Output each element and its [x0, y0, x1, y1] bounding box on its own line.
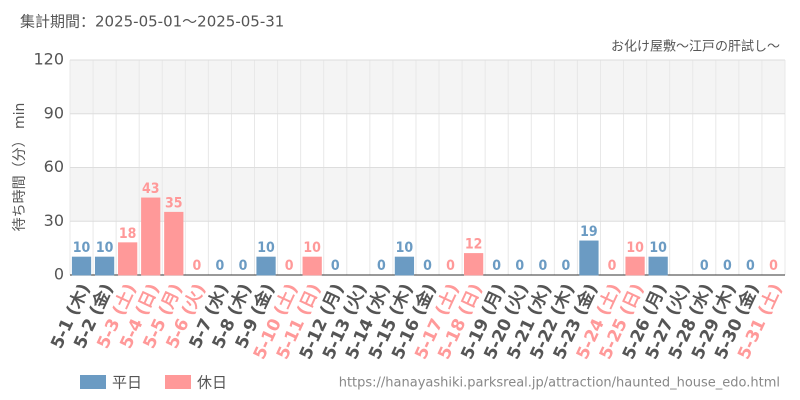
value-label: 0 — [423, 258, 432, 274]
value-label: 10 — [626, 240, 644, 256]
legend-swatch — [80, 375, 106, 389]
bar — [464, 253, 484, 276]
legend-label: 休日 — [197, 374, 227, 392]
value-label: 10 — [649, 240, 667, 256]
legend-label: 平日 — [112, 374, 142, 392]
value-label: 10 — [73, 240, 91, 256]
value-label: 0 — [331, 258, 340, 274]
y-tick-label: 0 — [54, 265, 64, 284]
bar — [302, 256, 322, 276]
source-url: https://hanayashiki.parksreal.jp/attract… — [339, 376, 780, 391]
value-label: 43 — [142, 181, 160, 197]
bar — [648, 256, 668, 276]
value-label: 0 — [446, 258, 455, 274]
grid-band — [70, 167, 785, 222]
bar — [256, 256, 276, 276]
y-tick-label: 30 — [44, 211, 64, 230]
bar — [71, 256, 92, 276]
value-label: 10 — [257, 240, 275, 256]
value-label: 10 — [303, 240, 321, 256]
value-label: 18 — [119, 226, 137, 242]
value-label: 0 — [769, 258, 778, 274]
bar — [141, 197, 161, 276]
value-label: 0 — [216, 258, 225, 274]
y-axis-label: 待ち時間（分） min — [12, 103, 28, 232]
bar — [118, 242, 138, 276]
value-label: 19 — [580, 224, 598, 240]
chart-title: 集計期間：2025-05-01〜2025-05-31 — [20, 13, 284, 31]
value-label: 0 — [192, 258, 201, 274]
y-tick-label: 60 — [44, 157, 64, 176]
value-label: 0 — [515, 258, 524, 274]
legend-swatch — [165, 375, 191, 389]
chart-subtitle: お化け屋敷〜江戸の肝試し〜 — [611, 39, 780, 55]
value-label: 12 — [465, 237, 483, 253]
value-label: 0 — [723, 258, 732, 274]
value-label: 0 — [608, 258, 617, 274]
value-label: 0 — [377, 258, 386, 274]
grid-band — [70, 60, 785, 114]
value-label: 0 — [492, 258, 501, 274]
value-label: 35 — [165, 195, 183, 211]
value-label: 10 — [396, 240, 414, 256]
bar — [164, 211, 184, 276]
value-label: 0 — [562, 258, 571, 274]
bar — [625, 256, 645, 276]
value-label: 0 — [700, 258, 709, 274]
value-label: 0 — [285, 258, 294, 274]
value-label: 10 — [96, 240, 114, 256]
y-tick-label: 120 — [33, 50, 64, 69]
value-label: 0 — [538, 258, 547, 274]
y-tick-label: 90 — [44, 103, 64, 122]
bar — [394, 256, 415, 276]
value-label: 0 — [746, 258, 755, 274]
bar — [579, 240, 599, 276]
bar — [94, 256, 115, 276]
value-label: 0 — [239, 258, 248, 274]
